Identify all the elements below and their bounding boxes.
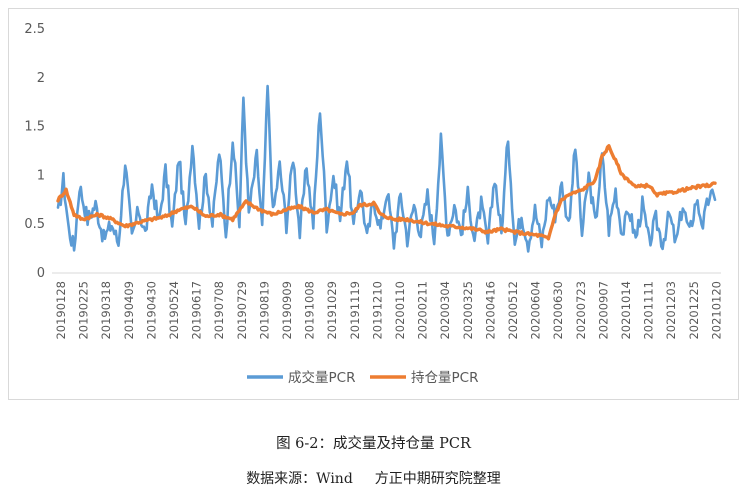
x-tick-label: 20200211 — [416, 281, 430, 340]
source-org: 方正中期研究院整理 — [374, 471, 501, 487]
x-tick-label: 20190430 — [144, 281, 158, 340]
x-tick-label: 20201203 — [664, 281, 678, 340]
x-tick-label: 20190819 — [257, 281, 271, 340]
x-tick-label: 20200630 — [551, 281, 565, 340]
y-tick-label: 1 — [37, 168, 45, 183]
x-tick-label: 20190409 — [122, 281, 136, 340]
x-tick-label: 20190617 — [190, 281, 204, 340]
x-tick-label: 20190729 — [235, 281, 249, 340]
chart-frame: 0 0.5 1 1.5 2 2.5 20190128 20190225 20190318 201… — [8, 8, 739, 400]
series-line-open-interest-pcr — [56, 144, 717, 241]
x-tick-label: 20191008 — [303, 281, 317, 340]
source-label: 数据来源：Wind — [246, 471, 353, 487]
x-tick-label: 20190225 — [77, 281, 91, 340]
data-source: 数据来源：Wind 方正中期研究院整理 — [0, 468, 747, 488]
y-tick-label: 1.5 — [24, 120, 45, 135]
x-tick-label: 20200907 — [596, 281, 610, 340]
x-tick-label: 20210120 — [709, 281, 723, 340]
legend-label: 成交量PCR — [288, 369, 355, 386]
x-tick-label: 20190318 — [99, 281, 113, 340]
x-tick-label: 20200512 — [506, 281, 520, 340]
x-tick-label: 20191119 — [348, 281, 362, 340]
y-tick-label: 0 — [37, 266, 45, 281]
x-tick-label: 20201225 — [687, 281, 701, 340]
series-layer — [56, 84, 717, 253]
x-axis-ticks: 20190128 20190225 20190318 20190409 20190430… — [54, 281, 723, 340]
figure-caption: 图 6-2：成交量及持仓量 PCR — [276, 436, 471, 452]
x-tick-label: 20200304 — [438, 281, 452, 340]
pcr-line-chart: 00.511.522.5 20190128 20190225 20190318 201… — [24, 22, 723, 386]
series-line-volume-pcr — [56, 84, 717, 253]
x-tick-label: 20191029 — [325, 281, 339, 340]
y-axis-ticks: 0 0.5 1 1.5 2 2.5 — [24, 22, 45, 281]
x-tick-label: 20191210 — [370, 281, 384, 340]
x-tick-label: 20200723 — [574, 281, 588, 340]
x-tick-label: 20190524 — [167, 281, 181, 340]
x-tick-label: 20190708 — [212, 281, 226, 340]
x-tick-label: 20200604 — [529, 281, 543, 340]
x-tick-label: 20190909 — [280, 281, 294, 340]
x-tick-label: 20200416 — [483, 281, 497, 340]
x-tick-label: 20190128 — [54, 281, 68, 340]
chart-legend: 成交量PCR 持仓量PCR — [247, 369, 478, 386]
y-tick-label: 0.5 — [24, 217, 45, 232]
x-tick-label: 20200110 — [393, 281, 407, 340]
legend-label: 持仓量PCR — [411, 370, 478, 386]
x-tick-label: 20201111 — [642, 281, 656, 340]
x-tick-label: 20201014 — [619, 281, 633, 340]
x-tick-label: 20200325 — [461, 281, 475, 340]
y-tick-label: 2 — [37, 71, 45, 86]
y-tick-label: 2.5 — [24, 22, 45, 37]
